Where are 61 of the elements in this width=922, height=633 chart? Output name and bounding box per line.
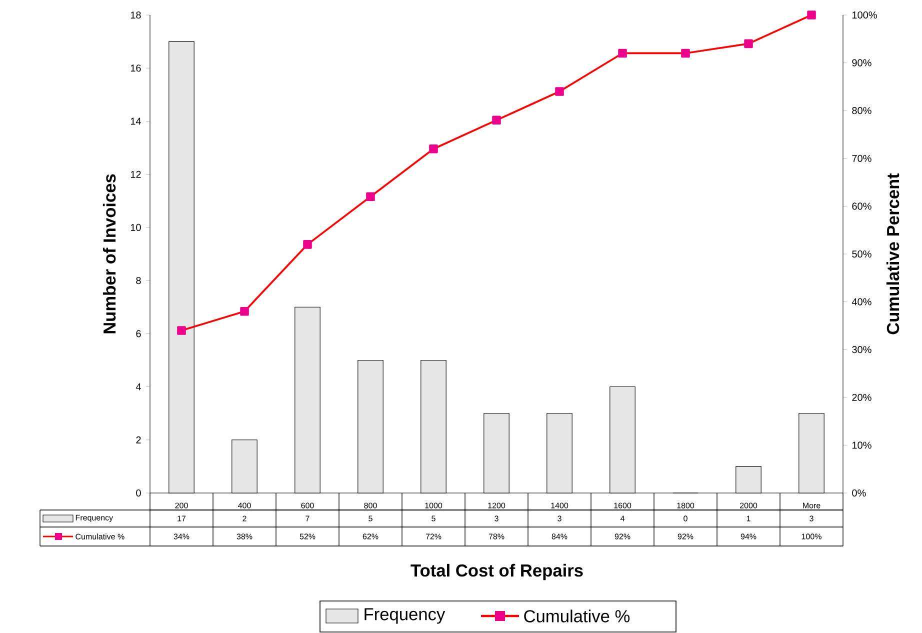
data-label: 72% xyxy=(426,534,442,540)
data-label: 0 xyxy=(684,516,688,522)
y-tick-label: 16 xyxy=(130,64,141,72)
data-label: 1 xyxy=(746,516,750,522)
y2-tick-label: 20% xyxy=(852,394,872,401)
x-tick-label: 800 xyxy=(364,502,377,508)
data-label: 38% xyxy=(236,534,252,540)
data-label: 5 xyxy=(432,516,436,522)
y-tick-label: 0 xyxy=(136,489,141,497)
data-label: 92% xyxy=(614,534,630,540)
x-tick-label: 400 xyxy=(238,502,251,508)
x-tick-label: 600 xyxy=(301,502,314,508)
data-label: 100% xyxy=(802,534,822,540)
x-tick-label: More xyxy=(803,502,820,508)
y2-tick-label: 0% xyxy=(852,489,866,497)
y2-axis-title: Cumulative Percent xyxy=(886,173,900,334)
data-label: 17 xyxy=(178,516,186,522)
data-label: 34% xyxy=(174,534,190,540)
y2-tick-label: 100% xyxy=(852,11,877,19)
y2-tick-label: 10% xyxy=(852,442,872,449)
x-tick-label: 200 xyxy=(175,502,188,508)
y2-tick-label: 30% xyxy=(852,346,872,354)
data-label: 7 xyxy=(306,516,310,522)
x-tick-label: 2000 xyxy=(740,502,758,508)
y2-tick-label: 70% xyxy=(852,154,872,162)
data-label: 62% xyxy=(362,534,378,540)
legend-label: Frequency xyxy=(76,514,114,522)
data-label: 52% xyxy=(300,534,316,540)
x-tick-label: 1800 xyxy=(677,502,694,508)
data-label: 3 xyxy=(558,516,562,522)
x-tick-label: 1000 xyxy=(425,502,442,508)
y-tick-label: 18 xyxy=(130,11,141,19)
data-label: 94% xyxy=(740,534,756,540)
y2-tick-label: 60% xyxy=(852,202,872,210)
y2-tick-label: 40% xyxy=(852,298,872,306)
data-label: 5 xyxy=(368,516,372,522)
text: Frequency xyxy=(364,608,446,624)
y-tick-label: 6 xyxy=(136,330,141,338)
x-tick-label: 1600 xyxy=(614,502,632,508)
data-label: 2 xyxy=(242,516,246,522)
y2-tick-label: 50% xyxy=(852,250,872,258)
y2-tick-label: 80% xyxy=(852,107,872,114)
data-label: 3 xyxy=(810,516,814,522)
data-label: 4 xyxy=(620,516,625,522)
y-tick-label: 12 xyxy=(130,170,141,178)
x-axis-title: Total Cost of Repairs xyxy=(410,564,583,580)
data-label: 78% xyxy=(488,534,504,540)
data-label: 3 xyxy=(494,516,498,522)
x-tick-label: 1200 xyxy=(488,502,506,508)
y-tick-label: 4 xyxy=(136,383,141,390)
text: Cumulative % xyxy=(524,610,630,622)
data-label: 92% xyxy=(678,534,694,540)
y-tick-label: 2 xyxy=(136,436,141,444)
y-tick-label: 10 xyxy=(130,224,141,231)
y-axis-title: Number of Invoices xyxy=(102,174,116,334)
data-label: 84% xyxy=(552,534,568,540)
y2-tick-label: 90% xyxy=(852,59,872,66)
legend-label: Cumulative % xyxy=(76,534,124,540)
y-tick-label: 8 xyxy=(136,277,141,284)
x-tick-label: 1400 xyxy=(551,502,568,508)
y-tick-label: 14 xyxy=(130,118,141,125)
